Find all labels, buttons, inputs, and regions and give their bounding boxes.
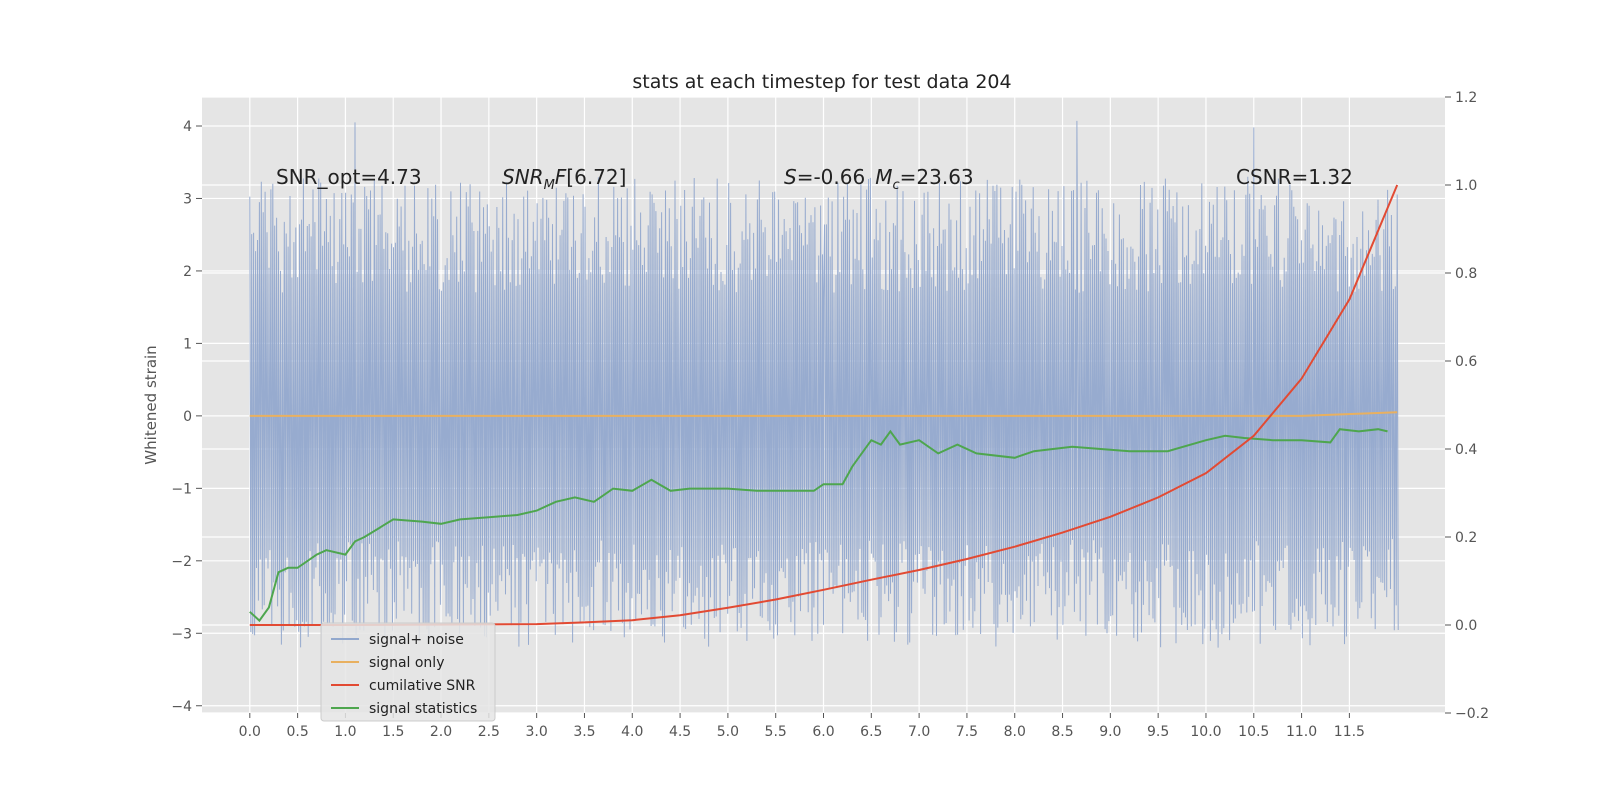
y-tick-label: −4 xyxy=(171,699,192,715)
annotation-snr-mf-sub: M xyxy=(544,178,555,193)
chart-title: stats at each timestep for test data 204 xyxy=(632,71,1011,93)
annotations: SNR_opt=4.73 SNRMF[6.72] S=-0.66 Mc=23.63… xyxy=(276,165,1353,193)
x-tick-label: 3.5 xyxy=(573,724,595,740)
x-tick-label: 7.5 xyxy=(956,724,978,740)
x-tick-label: 9.0 xyxy=(1099,724,1121,740)
x-tick-label: 0.5 xyxy=(286,724,308,740)
annotation-mc-sub: c xyxy=(892,178,899,193)
x-tick-label: 3.0 xyxy=(526,724,548,740)
x-tick-label: 9.5 xyxy=(1147,724,1169,740)
x-tick-label: 11.5 xyxy=(1334,724,1365,740)
y2-tick-label: 1.0 xyxy=(1455,178,1477,194)
y-tick-label: −1 xyxy=(171,481,192,497)
annotation-snr-mf-value: [6.72] xyxy=(566,165,626,189)
x-tick-label: 5.0 xyxy=(717,724,739,740)
axes: 0.0 0.5 1.0 1.5 2.0 2.5 3.0 3.5 4.0 4.5 5.0 5.5 6.0 6… xyxy=(171,90,1489,740)
y-tick-label: 2 xyxy=(183,264,192,280)
legend-label: signal+ noise xyxy=(369,632,464,648)
legend-label: signal statistics xyxy=(369,701,477,717)
series-signal-statistics xyxy=(249,428,1388,623)
annotation-s-value: =-0.66 xyxy=(797,165,866,189)
legend-label: signal only xyxy=(369,655,444,671)
x-tick-label: 6.5 xyxy=(860,724,882,740)
y2-tick-label: 0.0 xyxy=(1455,618,1477,634)
annotation-snr-mf-f: F xyxy=(555,165,567,189)
x-tick-label: 0.0 xyxy=(239,724,261,740)
annotation-snr-mf: SNRMF[6.72] xyxy=(502,165,626,193)
x-tick-label: 10.5 xyxy=(1238,724,1269,740)
annotation-csnr: CSNR=1.32 xyxy=(1236,165,1353,189)
y2-tick-label: 0.6 xyxy=(1455,354,1477,370)
y-tick-label: −2 xyxy=(171,554,192,570)
y2-tick-label: 0.8 xyxy=(1455,266,1477,282)
x-tick-label: 1.0 xyxy=(334,724,356,740)
y2-tick-label: 0.4 xyxy=(1455,442,1477,458)
series-signal-noise xyxy=(249,120,1399,681)
annotation-mc-symbol: M xyxy=(875,165,892,189)
y-axis-label: Whitened strain xyxy=(142,345,160,464)
annotation-snr-mf-symbol: SNR xyxy=(502,165,544,189)
x-tick-label: 8.5 xyxy=(1051,724,1073,740)
series-layer xyxy=(249,120,1399,681)
y-tick-label: 1 xyxy=(183,336,192,352)
legend-box xyxy=(320,622,496,722)
y-tick-label: 3 xyxy=(183,191,192,207)
legend-label: cumilative SNR xyxy=(369,678,476,694)
annotation-snr-opt: SNR_opt=4.73 xyxy=(276,165,422,189)
x-tick-label: 11.0 xyxy=(1286,724,1317,740)
x-tick-label: 6.0 xyxy=(812,724,834,740)
y2-tick-label: 0.2 xyxy=(1455,530,1477,546)
y-tick-label: −3 xyxy=(171,626,192,642)
series-signal-only xyxy=(249,411,1398,417)
x-tick-label: 4.0 xyxy=(621,724,643,740)
annotation-mc-value: =23.63 xyxy=(900,165,974,189)
x-tick-label: 8.0 xyxy=(1004,724,1026,740)
x-tick-label: 5.5 xyxy=(765,724,787,740)
x-tick-label: 2.5 xyxy=(478,724,500,740)
annotation-s-mc: S=-0.66 Mc=23.63 xyxy=(784,165,974,193)
y2-tick-label: 1.2 xyxy=(1455,90,1477,106)
legend: signal+ noise signal only cumilative SNR si… xyxy=(320,622,496,722)
annotation-s-symbol: S xyxy=(784,165,797,189)
y2-tick-label: −0.2 xyxy=(1455,706,1489,722)
y-tick-label: 4 xyxy=(183,119,192,135)
x-tick-label: 4.5 xyxy=(669,724,691,740)
x-tick-label: 7.0 xyxy=(908,724,930,740)
x-tick-label: 10.0 xyxy=(1190,724,1221,740)
series-cumulative-snr xyxy=(249,184,1399,626)
x-tick-label: 2.0 xyxy=(430,724,452,740)
y-tick-label: 0 xyxy=(183,409,192,425)
x-tick-label: 1.5 xyxy=(382,724,404,740)
